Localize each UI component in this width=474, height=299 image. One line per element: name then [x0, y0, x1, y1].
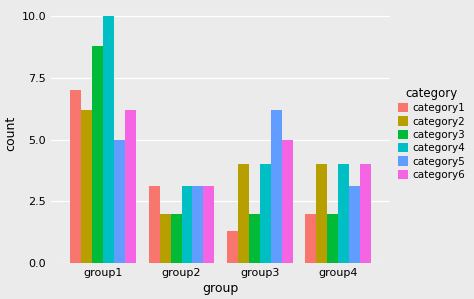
Bar — [114, 140, 125, 263]
Bar — [271, 110, 282, 263]
Bar — [349, 187, 360, 263]
Bar — [182, 187, 192, 263]
Bar — [282, 140, 292, 263]
Bar — [125, 110, 136, 263]
Bar — [305, 213, 316, 263]
Bar — [249, 213, 260, 263]
Bar — [70, 90, 82, 263]
Bar — [238, 164, 249, 263]
Bar — [260, 164, 271, 263]
Bar — [327, 213, 338, 263]
Bar — [192, 187, 203, 263]
Bar — [82, 110, 92, 263]
Bar — [316, 164, 327, 263]
Y-axis label: count: count — [4, 116, 17, 151]
Bar — [103, 16, 114, 263]
Bar — [227, 231, 238, 263]
Bar — [360, 164, 371, 263]
Bar — [149, 187, 160, 263]
Bar — [203, 187, 214, 263]
Bar — [171, 213, 182, 263]
Bar — [160, 213, 171, 263]
Bar — [92, 46, 103, 263]
Legend: category1, category2, category3, category4, category5, category6: category1, category2, category3, categor… — [394, 83, 470, 184]
Bar — [338, 164, 349, 263]
X-axis label: group: group — [202, 282, 239, 295]
